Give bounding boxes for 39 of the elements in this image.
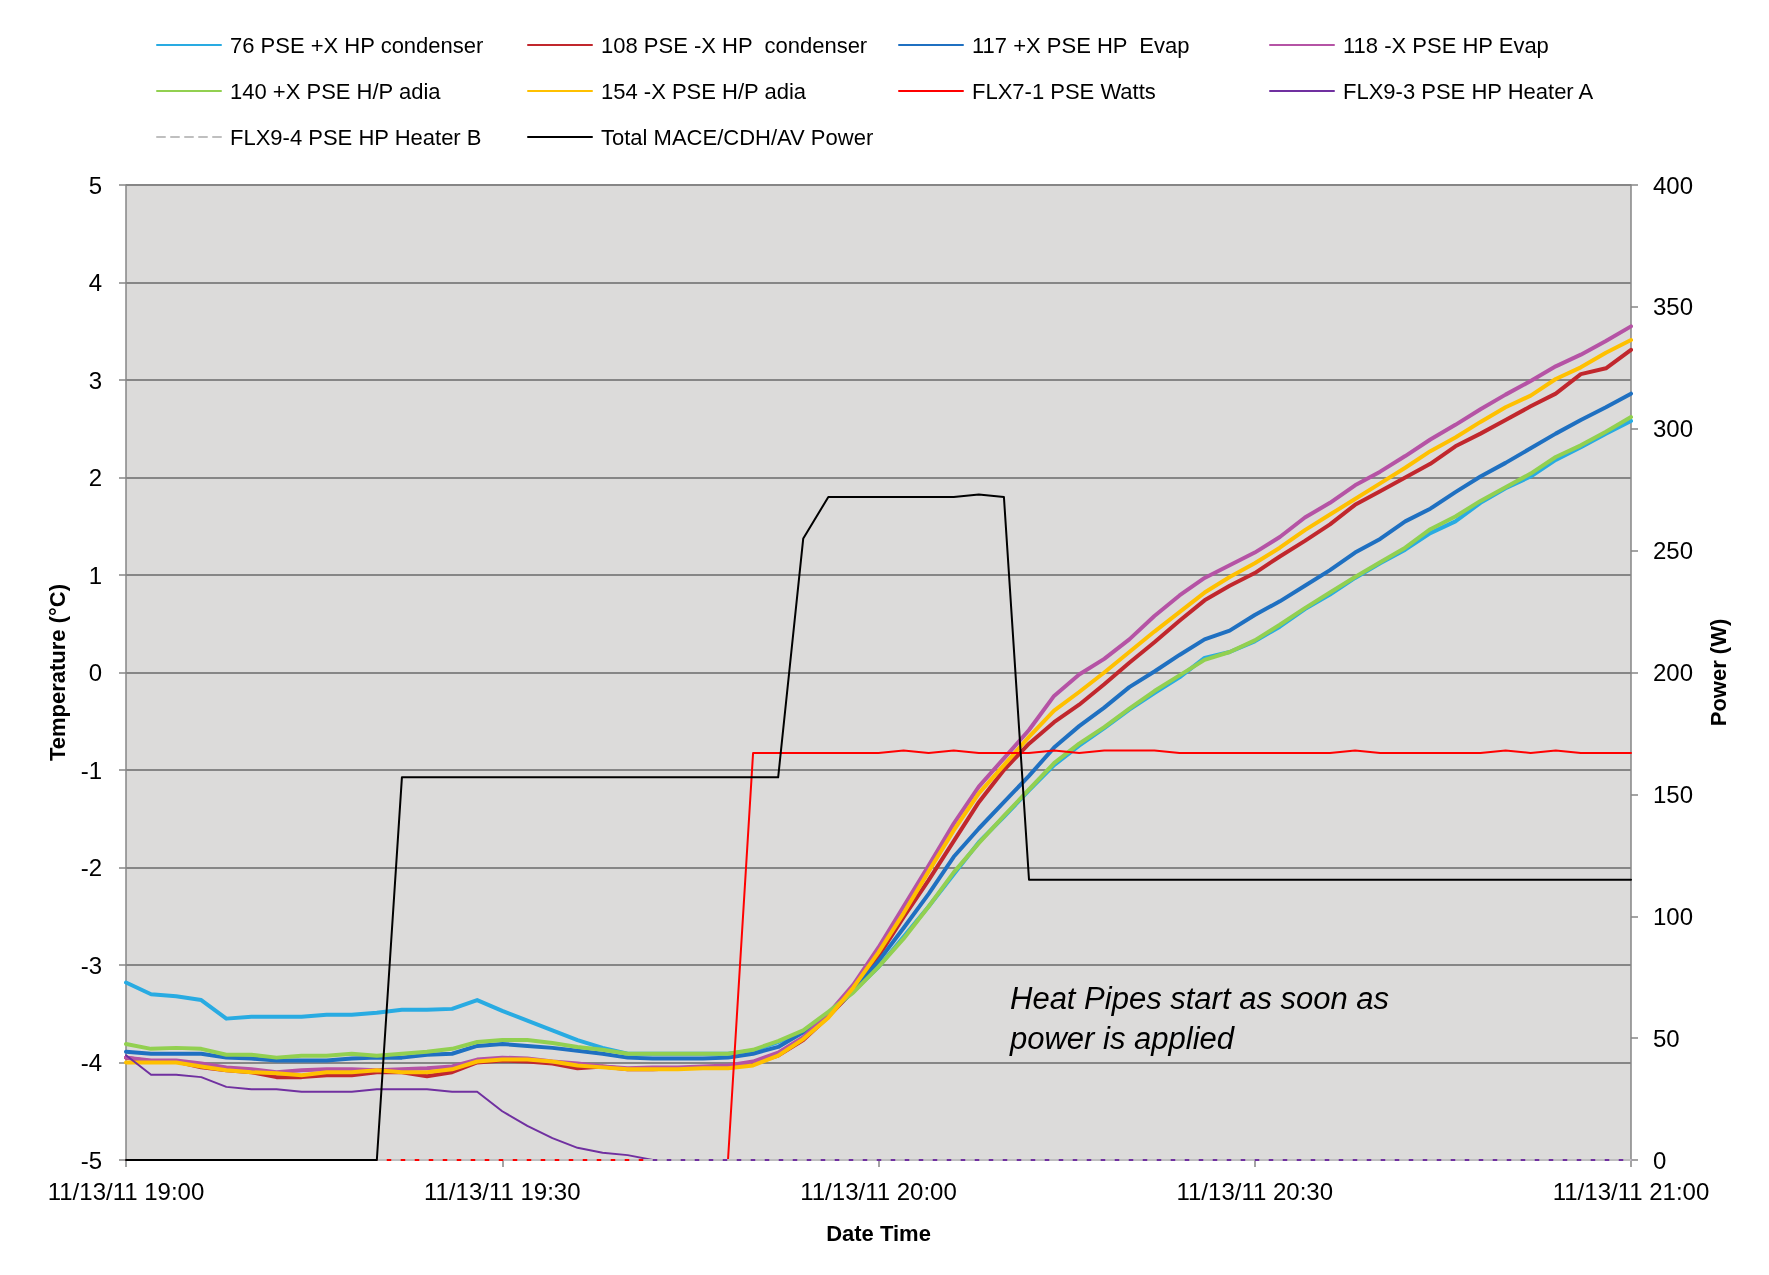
x-tick-label: 11/13/11 19:30	[423, 1177, 581, 1205]
x-tick-label: 11/13/11 20:00	[800, 1177, 957, 1205]
legend-label: 154 -X PSE H/P adia	[601, 78, 807, 104]
y2-tick-label: 400	[1653, 171, 1694, 199]
y-tick-label: -3	[80, 951, 102, 979]
y-tick-label: 1	[88, 561, 102, 589]
y2-tick-label: 350	[1653, 293, 1694, 321]
annotation: Heat Pipes start as soon as power is applied	[1009, 980, 1398, 1056]
y-tick-label: 3	[88, 366, 102, 394]
y2-tick-label: 50	[1653, 1024, 1680, 1052]
legend-label: 76 PSE +X HP condenser	[230, 32, 484, 58]
legend-label: 118 -X PSE HP Evap	[1343, 32, 1549, 58]
y-tick-label: 5	[88, 171, 102, 199]
y-tick-label: 2	[88, 464, 102, 491]
y2-tick-label: 150	[1653, 780, 1694, 808]
y-tick-label: -4	[80, 1049, 102, 1076]
y-tick-label: -2	[80, 854, 102, 881]
y2-tick-label: 100	[1653, 902, 1694, 930]
x-axis-title: Date Time	[826, 1220, 931, 1246]
y2-tick-label: 200	[1653, 659, 1694, 686]
legend-label: FLX7-1 PSE Watts	[972, 78, 1156, 104]
y-tick-label: -5	[80, 1146, 102, 1174]
y2-tick-label: 250	[1653, 537, 1694, 565]
y2-tick-label: 300	[1653, 415, 1694, 443]
legend-label: FLX9-3 PSE HP Heater A	[1343, 78, 1594, 104]
y-tick-label: -1	[80, 756, 102, 784]
y-axis-title: Temperature (°C)	[44, 583, 70, 762]
x-tick-label: 11/13/11 20:30	[1176, 1177, 1334, 1205]
x-tick-label: 11/13/11 21:00	[1552, 1177, 1710, 1205]
x-tick-label: 11/13/11 19:00	[47, 1177, 205, 1205]
y-tick-label: 4	[88, 269, 102, 296]
y2-tick-label: 0	[1653, 1146, 1667, 1174]
legend-label: 140 +X PSE H/P adia	[230, 78, 442, 104]
legend-label: Total MACE/CDH/AV Power	[601, 124, 874, 150]
y-tick-label: 0	[88, 659, 102, 686]
legend-label: 117 +X PSE HP Evap	[972, 32, 1190, 58]
legend-label: FLX9-4 PSE HP Heater B	[230, 124, 482, 150]
legend-label: 108 PSE -X HP condenser	[601, 32, 868, 58]
y2-axis-title: Power (W)	[1705, 618, 1731, 727]
